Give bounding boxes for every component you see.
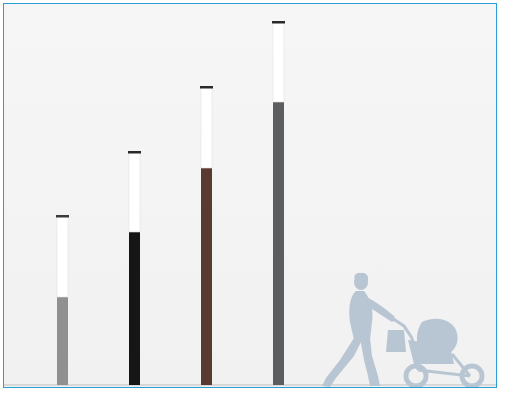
image-frame bbox=[3, 3, 497, 388]
pole-body bbox=[201, 168, 212, 385]
bollard-scale-illustration bbox=[4, 21, 496, 387]
person-hair bbox=[354, 272, 369, 280]
pole-cap bbox=[272, 21, 285, 24]
person-arm bbox=[362, 296, 396, 322]
person-leg-back bbox=[322, 338, 362, 387]
bollard-pole-dark-grey bbox=[272, 21, 285, 385]
person-leg-front bbox=[360, 338, 380, 386]
pole-lamp-section bbox=[128, 152, 141, 233]
pole-cap bbox=[200, 86, 213, 89]
stroller-back-wheel bbox=[459, 363, 485, 387]
bollard-pole-grey bbox=[56, 215, 69, 385]
person-with-stroller-silhouette bbox=[322, 272, 485, 387]
stroller-handle bbox=[391, 316, 414, 339]
pole-body bbox=[129, 232, 140, 385]
bollard-pole-black bbox=[128, 151, 141, 385]
pole-cap bbox=[128, 151, 141, 154]
pole-body bbox=[57, 297, 68, 385]
stroller bbox=[391, 316, 485, 387]
pole-lamp-section bbox=[200, 87, 213, 169]
pole-cap bbox=[56, 215, 69, 218]
pole-body bbox=[273, 102, 284, 385]
stroller-front-wheel bbox=[403, 363, 429, 387]
shopping-bag bbox=[386, 330, 406, 352]
bollard-pole-brown bbox=[200, 86, 213, 385]
pole-lamp-section bbox=[56, 216, 69, 298]
pole-lamp-section bbox=[272, 22, 285, 103]
stroller-seat bbox=[408, 340, 454, 364]
